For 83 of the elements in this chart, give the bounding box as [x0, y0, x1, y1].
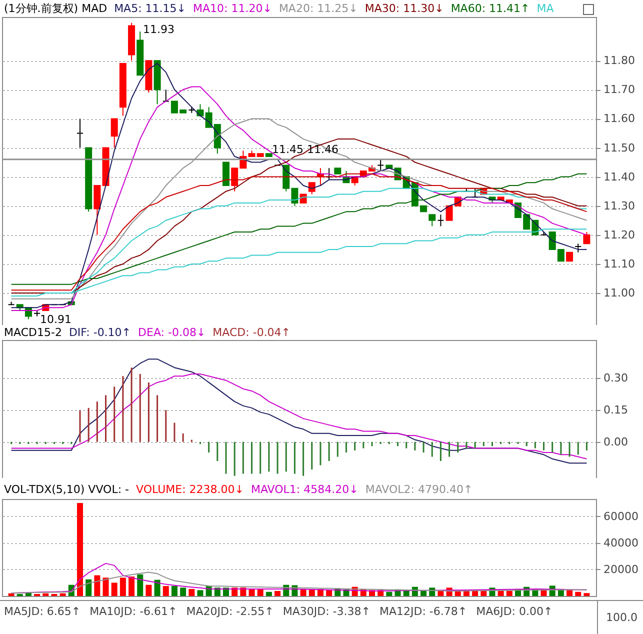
text: MA	[536, 2, 554, 15]
bar	[137, 574, 144, 596]
bar	[197, 590, 204, 596]
candlestick	[428, 214, 436, 227]
bar	[180, 588, 186, 596]
bar	[94, 575, 100, 596]
bar	[42, 593, 49, 596]
candlestick	[437, 214, 444, 227]
text: MA6JD: 0.00↑	[476, 605, 553, 618]
bar	[171, 586, 178, 596]
bar	[266, 592, 272, 596]
bar	[386, 592, 392, 596]
bar	[8, 593, 14, 596]
y-tick-label: 11.40	[604, 170, 635, 184]
bar	[102, 578, 109, 596]
text: MAVOL1: 4584.20↓	[250, 483, 358, 496]
bar	[188, 588, 195, 596]
candlestick	[583, 232, 590, 244]
bar	[248, 588, 255, 596]
bar	[575, 592, 582, 596]
candlestick	[94, 185, 101, 236]
y-tick-label: 11.70	[604, 83, 635, 96]
y-tick-label: 0.15	[604, 404, 628, 417]
y-tick-label: 11.00	[604, 286, 635, 300]
y-tick-label: 40000	[604, 536, 638, 550]
bar	[274, 590, 281, 596]
line-series	[10, 572, 588, 594]
bar	[326, 590, 332, 596]
text: DEA: -0.08↓	[138, 326, 206, 339]
chart-title: MACD15-2	[4, 326, 62, 339]
y-tick-label: 11.80	[604, 54, 635, 68]
bar	[154, 580, 160, 596]
bar	[128, 576, 135, 596]
y-tick-label: 0.00	[604, 435, 628, 448]
candlestick	[377, 158, 384, 172]
text: DIF: -0.10↑	[68, 326, 132, 339]
bar	[77, 502, 83, 596]
chart-title: (1分钟.前复权) MAD	[4, 2, 108, 15]
y-tick-label: 11.50	[604, 141, 635, 154]
y-tick-label: 11.20	[604, 228, 635, 242]
y-tick-label: 11.10	[604, 257, 635, 270]
bar	[257, 588, 264, 596]
annotation: 11.93	[143, 23, 174, 36]
text: MA10JD: -6.61↑	[90, 605, 178, 618]
candlestick	[222, 162, 230, 186]
text: MACD: -0.04↑	[212, 326, 291, 339]
candlestick	[162, 89, 170, 102]
text: MA20: 11.25↓	[278, 2, 358, 15]
text: VOLUME: 2238.00↓	[136, 483, 244, 496]
y-tick-label: 60000	[604, 510, 638, 523]
text: MA12JD: -6.78↑	[379, 605, 468, 618]
text: MA10: 11.20↓	[193, 2, 272, 15]
candlestick	[110, 118, 118, 148]
y-tick-label: 0.30	[604, 372, 628, 385]
bar	[420, 590, 427, 596]
text: 100.0	[606, 611, 638, 624]
bar	[146, 584, 152, 596]
bar	[120, 578, 126, 596]
y-tick-label: 20000	[604, 562, 638, 576]
text: MA60: 11.41↑	[450, 2, 530, 15]
text: MA30JD: -3.38↑	[282, 605, 370, 618]
text: MA5: 11.15↓	[114, 2, 186, 15]
bar	[60, 593, 66, 596]
bar	[300, 588, 306, 596]
bar	[506, 590, 512, 596]
annotation: 11.45 11.46	[272, 143, 338, 156]
text: MA30: 11.30↓	[364, 2, 444, 15]
text: MAVOL2: 4790.40↑	[365, 483, 473, 496]
text: MA5JD: 6.65↑	[4, 605, 81, 618]
chart-title: VOL-TDX(5,10) VVOL: -	[4, 483, 129, 496]
y-tick-label: 11.60	[604, 112, 635, 126]
bar	[162, 586, 169, 596]
bar	[480, 590, 487, 596]
bar	[111, 582, 118, 596]
candlestick	[76, 118, 84, 148]
bar	[566, 590, 573, 596]
bar	[498, 590, 504, 596]
annotation: 10.91	[40, 313, 72, 326]
bar	[584, 593, 590, 596]
text: MA20JD: -2.55↑	[186, 605, 274, 618]
y-tick-label: 11.30	[604, 199, 635, 212]
line-series	[10, 373, 588, 460]
bar	[86, 579, 92, 596]
